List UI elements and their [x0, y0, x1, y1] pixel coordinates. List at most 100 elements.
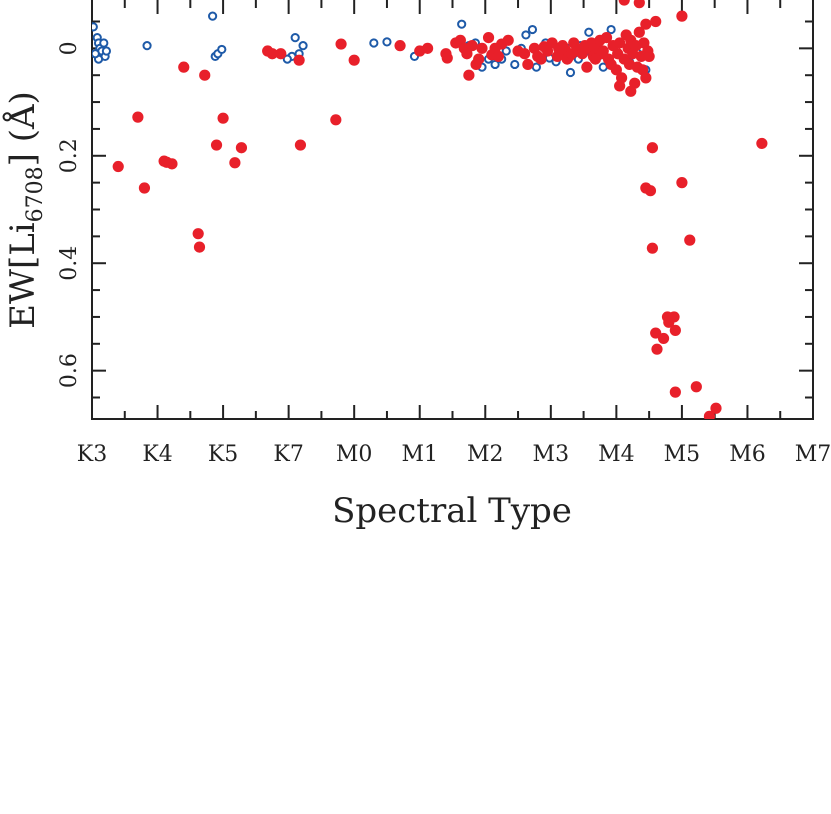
filled-data-point — [657, 332, 670, 345]
filled-data-point — [166, 158, 178, 170]
filled-data-point — [476, 42, 488, 54]
filled-data-point — [441, 52, 453, 64]
y-axis-title-subscript: 6708 — [23, 166, 48, 222]
filled-data-point — [235, 142, 248, 154]
filled-data-point — [581, 61, 593, 73]
filled-data-point — [703, 410, 716, 419]
x-axis-ticks: K3 K4 K5 K7 M0 M1 M2 M3 M4 M5 M6 M7 — [77, 0, 831, 467]
filled-data-point — [614, 37, 626, 49]
filled-data-point — [676, 177, 688, 189]
filled-data-point — [266, 48, 278, 60]
filled-data-point — [710, 402, 722, 414]
filled-data-point — [669, 324, 681, 336]
y-tick-label: 0.4 — [57, 246, 82, 281]
x-tick-label: M1 — [401, 442, 438, 467]
x-tick-label: K3 — [77, 442, 107, 467]
filled-data-point — [466, 40, 478, 52]
filled-data-point — [684, 234, 696, 246]
filled-data-point — [650, 15, 662, 28]
x-tick-label: K5 — [208, 442, 238, 467]
open-data-point — [531, 62, 541, 72]
plot-border — [91, 0, 814, 420]
filled-data-point — [644, 185, 657, 197]
open-data-point — [606, 24, 616, 35]
filled-data-point — [193, 241, 206, 253]
y-axis-title-suffix: ] (Å) — [2, 91, 43, 166]
x-axis-title: Spectral Type — [332, 491, 572, 531]
x-tick-label: M3 — [533, 442, 570, 467]
open-data-point — [369, 38, 379, 48]
filled-data-point — [217, 112, 229, 124]
open-data-point — [290, 33, 300, 43]
x-tick-label: K7 — [273, 442, 303, 467]
open-data-point — [382, 37, 392, 47]
x-tick-label: M4 — [598, 442, 635, 467]
filled-data-point — [597, 45, 609, 57]
y-tick-label: 0.2 — [57, 138, 82, 173]
filled-data-point — [335, 38, 347, 50]
filled-data-point — [676, 10, 688, 22]
open-data-point — [99, 38, 109, 48]
open-data-point — [584, 27, 594, 37]
filled-data-point — [640, 18, 652, 30]
filled-data-point — [640, 72, 652, 84]
filled-data-point — [756, 137, 768, 150]
filled-data-point — [330, 114, 342, 126]
y-axis-title: EW[Li6708] (Å) — [2, 91, 48, 329]
open-data-point — [208, 11, 218, 21]
filled-data-point — [633, 0, 645, 9]
open-data-point — [527, 24, 538, 35]
filled-data-point — [463, 69, 475, 81]
open-data-point — [92, 49, 100, 59]
x-tick-label: M5 — [664, 442, 701, 467]
filled-data-point — [646, 242, 659, 254]
open-data-point — [510, 59, 520, 70]
filled-data-point — [610, 64, 622, 76]
x-tick-label: K4 — [142, 442, 172, 467]
open-data-point — [101, 46, 112, 56]
filled-data-point — [618, 0, 630, 6]
y-tick-label: 0.6 — [57, 353, 82, 388]
open-data-point — [217, 44, 227, 55]
plot-frame — [91, 0, 814, 420]
filled-data-point — [614, 80, 626, 92]
filled-data-point — [669, 386, 681, 398]
filled-data-point — [112, 160, 124, 173]
open-data-point — [565, 67, 576, 78]
x-tick-label: M0 — [336, 442, 373, 467]
filled-data-point — [348, 54, 360, 66]
y-axis-ticks: 0 0.2 0.4 0.6 — [57, 20, 813, 399]
filled-data-point — [199, 69, 211, 81]
x-tick-label: M7 — [795, 442, 831, 467]
filled-data-point — [600, 32, 613, 44]
filled-data-point — [492, 50, 504, 63]
open-data-point — [457, 19, 467, 29]
filled-data-point — [421, 42, 434, 54]
filled-data-point — [519, 48, 531, 60]
open-data-point — [142, 41, 152, 51]
filled-data-point — [625, 85, 637, 97]
open-data-point — [282, 54, 292, 64]
open-data-point — [92, 22, 98, 32]
filled-data-point — [293, 54, 305, 66]
filled-data-point — [502, 34, 514, 46]
filled-data-point — [178, 61, 190, 73]
filled-data-point — [461, 48, 473, 60]
filled-data-point — [633, 26, 645, 38]
open-data-point — [298, 41, 308, 51]
open-data-point — [521, 30, 531, 40]
filled-data-point — [690, 381, 702, 393]
y-axis-title-prefix: EW[Li — [3, 222, 43, 329]
filled-data-point — [138, 182, 151, 194]
data-points — [92, 0, 768, 419]
filled-data-point — [192, 228, 204, 240]
filled-data-point — [668, 311, 680, 323]
y-tick-label: 0 — [57, 41, 82, 55]
filled-data-point — [643, 50, 655, 63]
x-tick-label: M6 — [729, 442, 766, 467]
filled-data-point — [646, 142, 659, 154]
filled-data-point — [522, 58, 534, 71]
filled-data-point — [275, 48, 287, 60]
filled-data-point — [535, 53, 547, 65]
filled-data-point — [294, 139, 307, 151]
